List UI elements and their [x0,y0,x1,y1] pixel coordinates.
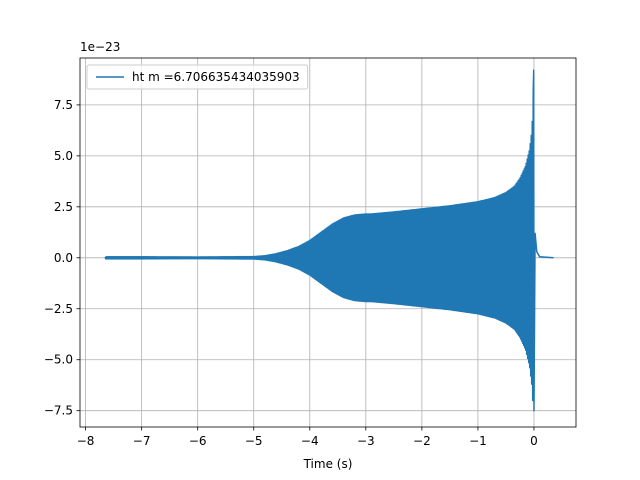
legend: ht m =6.706635434035903 [86,64,309,90]
y-tick-label: 0.0 [54,251,73,265]
x-tick-label: 0 [530,434,538,448]
y-tick-label: −2.5 [44,302,73,316]
legend-box [86,64,309,90]
axes-frame [79,57,577,428]
x-tick-label: −8 [77,434,95,448]
y-offset-text: 1e−23 [80,40,120,54]
y-tick-label: −5.0 [44,353,73,367]
y-tick-label: 2.5 [54,200,73,214]
plot-area [104,69,554,412]
x-axis-label: Time (s) [303,457,353,471]
x-tick-label: −5 [245,434,263,448]
y-tick-label: 5.0 [54,149,73,163]
axis-ticks: −8 −7 −6 −5 −4 −3 −2 −1 0 −7.5 −5.0 −2.5 0.0 2.5 5.0 7.… [44,98,538,448]
x-tick-label: −1 [469,434,487,448]
series-line [104,69,554,412]
y-tick-label: −7.5 [44,404,73,418]
x-tick-label: −7 [133,434,151,448]
x-tick-label: −6 [189,434,207,448]
legend-label: ht m =6.706635434035903 [132,70,300,84]
y-tick-label: 7.5 [54,98,73,112]
x-tick-label: −2 [413,434,431,448]
x-tick-label: −4 [301,434,319,448]
x-tick-label: −3 [357,434,375,448]
